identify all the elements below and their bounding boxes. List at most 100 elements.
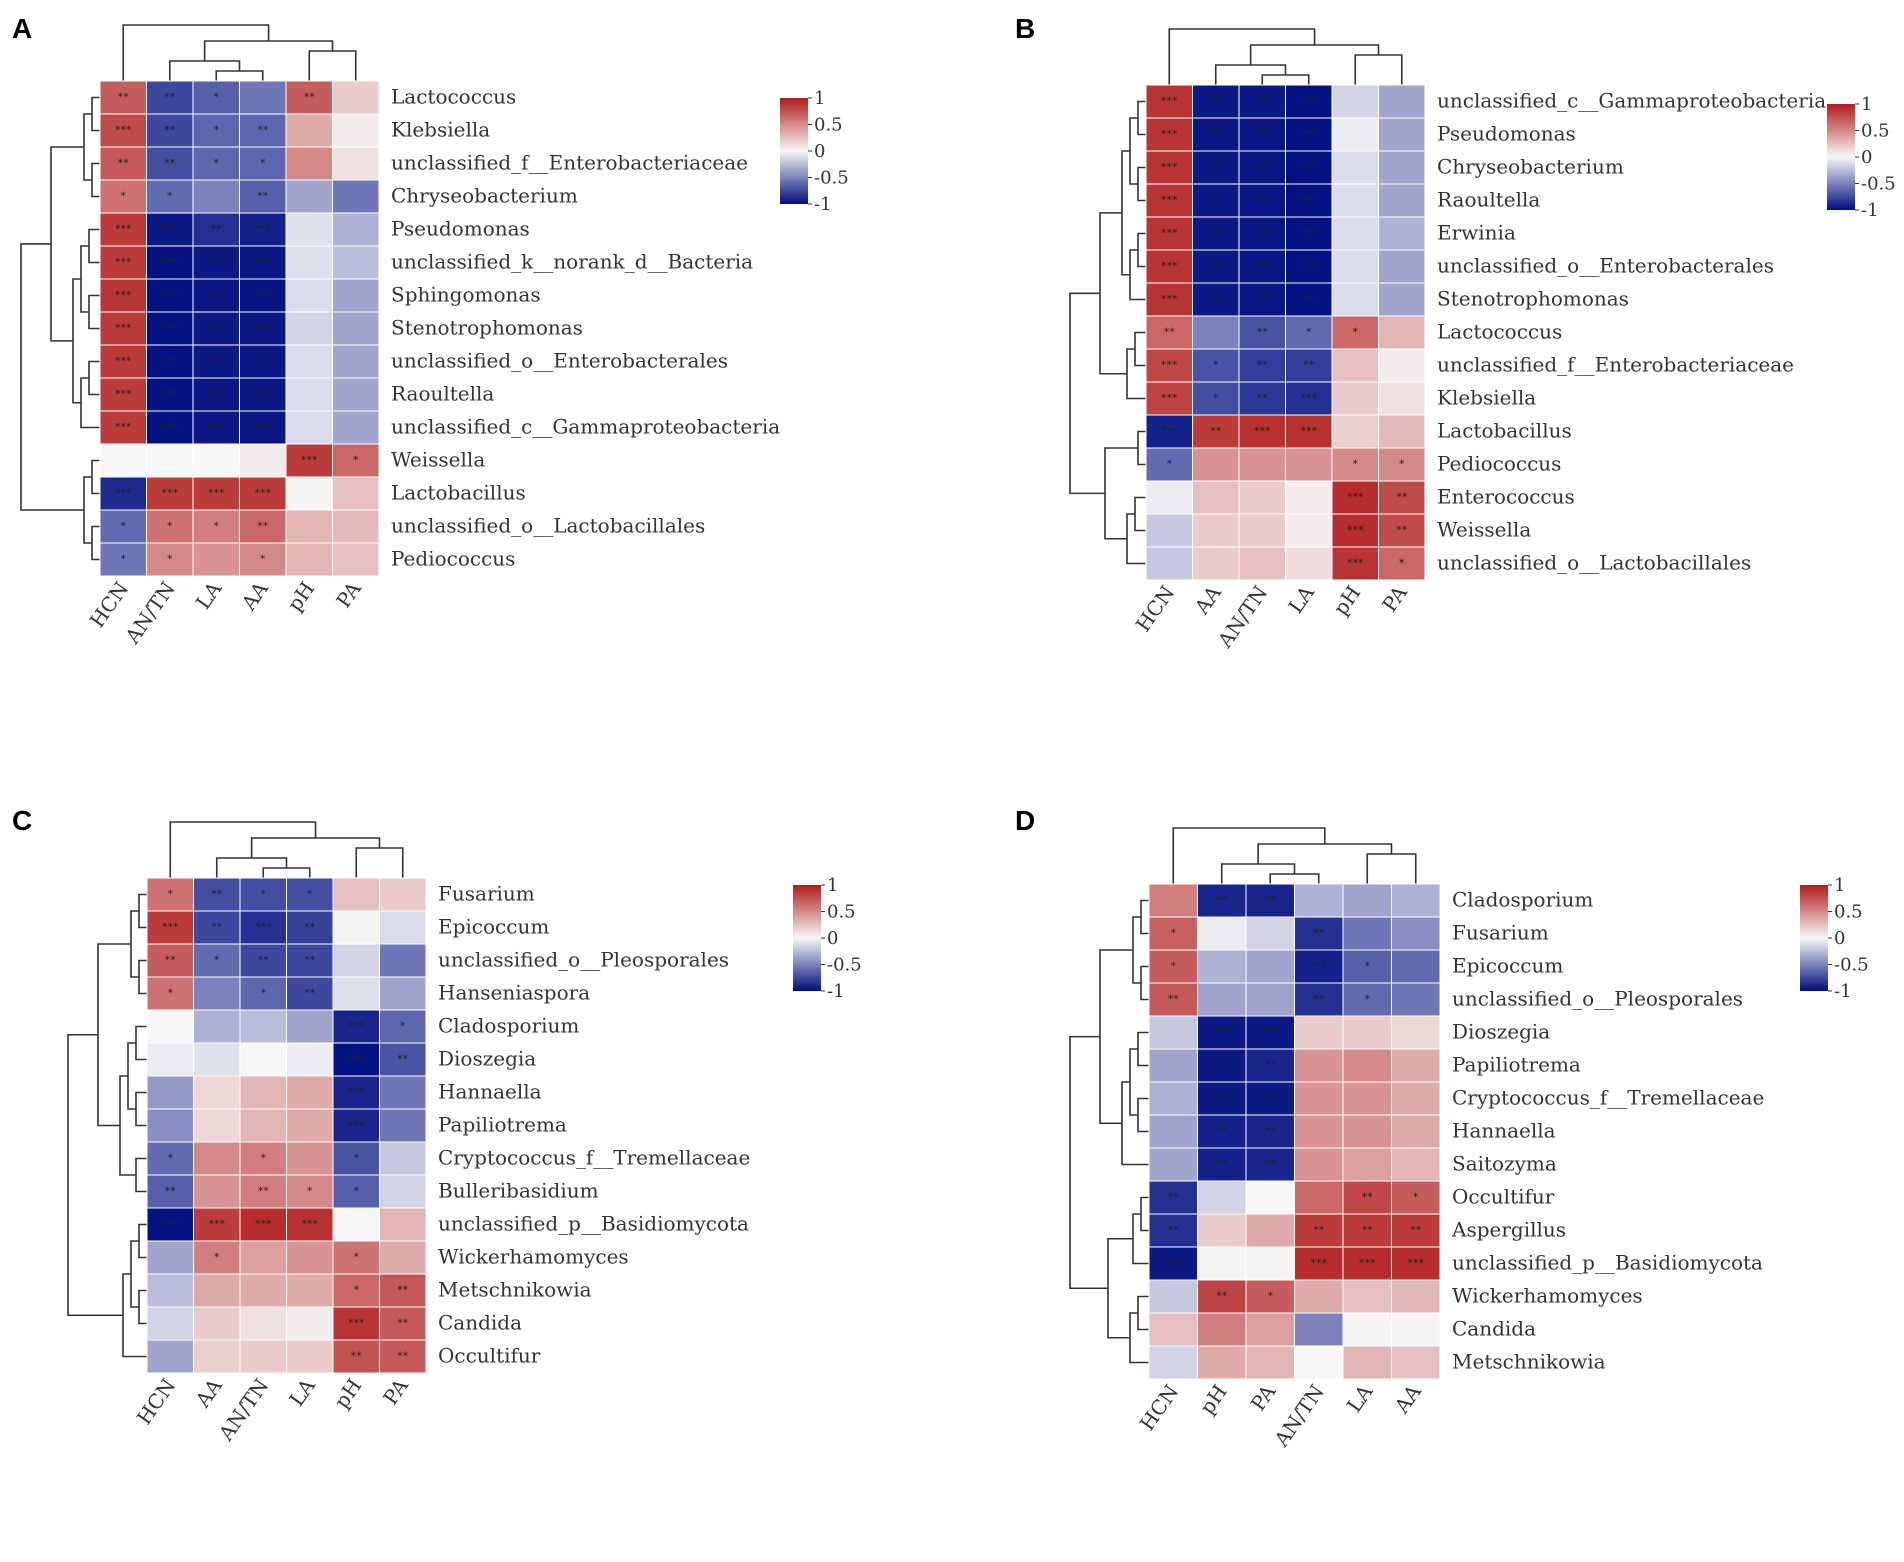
row-dendrogram-branch	[1099, 949, 1133, 1125]
heatmap-cell-unclassified-o-pleosporales-la	[1342, 982, 1392, 1017]
row-label-hannaella: Hannaella	[1452, 1119, 1556, 1143]
heatmap-cell-occultifur-aa	[193, 1339, 241, 1374]
significance-mark: **	[164, 124, 176, 137]
significance-mark: *	[214, 157, 220, 170]
heatmap-cell-lactococcus-pa	[1378, 315, 1426, 350]
significance-mark: **	[1265, 894, 1277, 907]
row-label-erwinia: Erwinia	[1437, 221, 1516, 245]
heatmap-cell-lactobacillus-hcn	[99, 476, 147, 511]
heatmap-cell-wickerhamomyces-hcn	[146, 1240, 194, 1275]
significance-mark: **	[1210, 293, 1222, 306]
heatmap-cell-unclassified-o-pleosporales-ph	[1197, 982, 1247, 1017]
row-dendrogram-branch	[88, 228, 100, 264]
heatmap-cell-chryseobacterium-hcn	[1145, 150, 1193, 185]
heatmap-cell-cryptococcus-f-tremellaceae-hcn	[146, 1141, 194, 1176]
heatmap-cell-unclassified-o-pleosporales-an-tn	[1294, 982, 1344, 1017]
heatmap-cell-saitozyma-ph	[1197, 1147, 1247, 1182]
row-label-candida: Candida	[1452, 1317, 1536, 1341]
column-dendrogram-branch	[1366, 853, 1417, 884]
column-label-aa: AA	[1389, 1380, 1426, 1419]
significance-mark: ***	[1161, 293, 1178, 306]
column-label-la: LA	[1342, 1380, 1378, 1417]
heatmap-cell-cryptococcus-f-tremellaceae-pa	[379, 1141, 427, 1176]
row-label-bulleribasidium: Bulleribasidium	[438, 1179, 599, 1203]
row-label-hannaella: Hannaella	[438, 1080, 542, 1104]
heatmap-cell-metschnikowia-hcn	[146, 1273, 194, 1308]
row-dendrogram-branch	[97, 943, 131, 1127]
significance-mark: **	[397, 1317, 409, 1330]
significance-mark: ***	[1262, 1026, 1279, 1039]
significance-mark: ***	[208, 421, 225, 434]
column-dendrogram-branch	[355, 847, 404, 878]
significance-mark: *	[1399, 557, 1405, 570]
row-label-unclassified-o-lactobacillales: unclassified_o__Lactobacillales	[391, 514, 705, 538]
significance-mark: ***	[348, 1053, 365, 1066]
column-label-ph: pH	[329, 1374, 366, 1413]
heatmap-cell-occultifur-an-tn	[1294, 1180, 1344, 1215]
heatmap-cell-unclassified-o-enterobacterales-ph	[1331, 249, 1379, 284]
heatmap-cell-klebsiella-ph	[285, 113, 333, 148]
significance-mark: **	[1216, 894, 1228, 907]
heatmap-cell-unclassified-c-gammaproteobacteria-an-tn	[1238, 84, 1286, 119]
significance-mark: *	[168, 888, 174, 901]
heatmap-cell-unclassified-f-enterobacteriaceae-an-tn	[1238, 348, 1286, 383]
heatmap-cell-unclassified-o-lactobacillales-an-tn	[146, 509, 194, 544]
significance-mark: **	[1257, 326, 1269, 339]
significance-mark: *	[354, 1251, 360, 1264]
significance-mark: ***	[1301, 392, 1318, 405]
heatmap-cell-unclassified-o-lactobacillales-la	[1285, 546, 1333, 581]
row-label-occultifur: Occultifur	[1452, 1185, 1555, 1209]
column-label-aa: AA	[1189, 581, 1226, 620]
column-label-hcn: HCN	[1131, 581, 1179, 636]
heatmap-cell-hannaella-an-tn	[1294, 1114, 1344, 1149]
row-dendrogram-branch	[1129, 1048, 1138, 1116]
heatmap-cell-unclassified-o-lactobacillales-ph	[285, 509, 333, 544]
heatmap-cell-pseudomonas-la	[1285, 117, 1333, 152]
heatmap-cell-pediococcus-hcn	[99, 542, 147, 577]
legend-tick-label: 1	[1861, 94, 1872, 115]
heatmap-cell-papiliotrema-hcn	[1148, 1048, 1198, 1083]
heatmap-cell-candida-aa	[1391, 1312, 1441, 1347]
significance-mark: *	[1353, 458, 1359, 471]
significance-mark: ***	[1301, 161, 1318, 174]
heatmap-cell-unclassified-p-basidiomycota-an-tn	[239, 1207, 287, 1242]
heatmap-cell-wickerhamomyces-hcn	[1148, 1279, 1198, 1314]
significance-mark: **	[1168, 1224, 1180, 1237]
heatmap-cell-unclassified-f-enterobacteriaceae-la	[1285, 348, 1333, 383]
color-legend-bar	[793, 885, 821, 991]
heatmap-cell-klebsiella-pa	[1378, 381, 1426, 416]
row-dendrogram-branch	[135, 1157, 147, 1193]
heatmap-cell-candida-pa	[379, 1306, 427, 1341]
heatmap-cell-occultifur-pa	[1245, 1180, 1295, 1215]
heatmap-cell-epicoccum-pa	[1245, 949, 1295, 984]
heatmap-cell-unclassified-p-basidiomycota-an-tn	[1294, 1246, 1344, 1281]
heatmap-cell-enterococcus-aa	[1192, 480, 1240, 515]
column-label-an-tn: AN/TN	[1269, 1380, 1329, 1452]
heatmap-cell-unclassified-f-enterobacteriaceae-ph	[285, 146, 333, 181]
heatmap-cell-fusarium-aa	[1391, 916, 1441, 951]
heatmap-cell-unclassified-o-lactobacillales-hcn	[1145, 546, 1193, 581]
significance-mark: **	[1216, 1158, 1228, 1171]
significance-mark: **	[165, 1185, 177, 1198]
significance-mark: ***	[115, 289, 132, 302]
heatmap-cell-unclassified-o-pleosporales-aa	[193, 943, 241, 978]
significance-mark: **	[257, 190, 269, 203]
row-label-lactobacillus: Lactobacillus	[391, 481, 526, 505]
significance-mark: **	[1210, 425, 1222, 438]
row-label-hanseniaspora: Hanseniaspora	[438, 981, 590, 1005]
significance-mark: ***	[1254, 194, 1271, 207]
row-dendrogram-branch	[127, 1042, 136, 1110]
heatmap-cell-epicoccum-aa	[1391, 949, 1441, 984]
significance-mark: ***	[1161, 359, 1178, 372]
heatmap-cell-unclassified-o-enterobacterales-hcn	[1145, 249, 1193, 284]
color-legend-bar	[1827, 104, 1855, 210]
column-label-pa: PA	[1246, 1380, 1281, 1416]
significance-mark: ***	[255, 322, 272, 335]
significance-mark: ***	[348, 1086, 365, 1099]
heatmap-cell-occultifur-la	[286, 1339, 334, 1374]
heatmap-cell-sphingomonas-la	[192, 278, 240, 313]
heatmap-cell-fusarium-ph	[332, 877, 380, 912]
legend-tick-label: 0	[1861, 147, 1872, 168]
heatmap-cell-unclassified-c-gammaproteobacteria-pa	[332, 410, 380, 445]
